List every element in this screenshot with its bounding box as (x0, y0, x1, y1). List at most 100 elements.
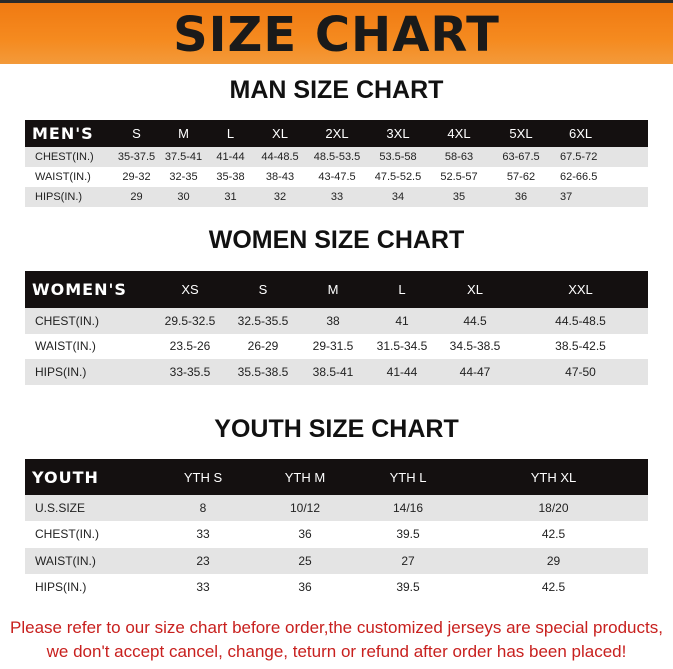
size-column-header: S (227, 271, 299, 308)
table-row: CHEST(IN.) 29.5-32.5 32.5-35.5 38 41 44.5 44.5… (25, 308, 648, 334)
measurement-cell: 36 (490, 187, 552, 207)
measurement-cell: 29-32 (122, 171, 151, 183)
measurement-cell: 23 (153, 547, 253, 574)
table-row: WAIST(IN.) 23 25 27 29 (25, 547, 648, 574)
measurement-cell: 32.5-35.5 (227, 308, 299, 334)
youth-header-row: YOUTH YTH S YTH M YTH L YTH XL (25, 459, 648, 495)
row-label: CHEST(IN.) (25, 308, 153, 334)
size-column-header: YTH XL (459, 459, 648, 495)
measurement-cell: 42.5 (541, 580, 566, 595)
size-column-header: 2XL (306, 120, 368, 147)
table-row: U.S.SIZE 8 10/12 14/16 18/20 (25, 495, 648, 522)
size-column-header: L (207, 120, 254, 147)
measurement-cell: 38 (299, 308, 367, 334)
measurement-cell: 47-50 (513, 359, 648, 385)
measurement-cell: 48.5-53.5 (306, 147, 368, 167)
men-section-title: MAN SIZE CHART (229, 76, 444, 104)
youth-table-label: YOUTH (25, 459, 153, 495)
size-column-header: M (160, 120, 207, 147)
measurement-cell: 33-35.5 (153, 359, 227, 385)
table-row: HIPS(IN.) 29 30 31 32 33 34 35 36 37 (25, 187, 648, 207)
measurement-cell: 30 (160, 187, 207, 207)
size-column-header: XL (254, 120, 306, 147)
measurement-cell: 34 (368, 187, 428, 207)
measurement-cell: 52.5-57 (440, 171, 478, 183)
measurement-cell: 41-44 (207, 147, 254, 167)
measurement-cell: 34.5-38.5 (449, 339, 501, 354)
measurement-cell: 37 (552, 187, 648, 207)
measurement-cell: 44.5 (437, 308, 513, 334)
measurement-cell: 33 (306, 187, 368, 207)
size-column-header: 4XL (428, 120, 490, 147)
size-column-header: 6XL (552, 120, 648, 147)
measurement-cell: 29 (459, 547, 648, 574)
banner-title: SIZE CHART (173, 7, 500, 63)
measurement-cell: 38-43 (265, 171, 295, 183)
size-column-header: 5XL (490, 120, 552, 147)
measurement-cell: 57-62 (506, 171, 536, 183)
measurement-cell: 43-47.5 (318, 171, 356, 183)
row-label: HIPS(IN.) (25, 359, 153, 385)
measurement-cell: 44-47 (437, 359, 513, 385)
measurement-cell: 29 (113, 187, 160, 207)
table-row: HIPS(IN.) 33-35.5 35.5-38.5 38.5-41 41-44 44-… (25, 359, 648, 385)
size-column-header: YTH S (153, 459, 253, 495)
measurement-cell: 35-37.5 (113, 147, 160, 167)
row-label: WAIST(IN.) (25, 547, 153, 574)
row-label: U.S.SIZE (25, 495, 153, 522)
measurement-cell: 38.5-42.5 (555, 339, 606, 354)
measurement-cell: 35 (428, 187, 490, 207)
row-label: WAIST(IN.) (35, 171, 91, 183)
notice-line-1: Please refer to our size chart before or… (10, 618, 663, 637)
size-column-header: XXL (513, 271, 648, 308)
measurement-cell: 44-48.5 (254, 147, 306, 167)
measurement-cell: 14/16 (357, 495, 459, 522)
measurement-cell: 33 (196, 580, 210, 595)
measurement-cell: 29.5-32.5 (153, 308, 227, 334)
table-row: WAIST(IN.) 23.5-26 26-29 29-31.5 31.5-34.5 34… (25, 334, 648, 360)
measurement-cell: 36 (298, 580, 312, 595)
measurement-cell: 33 (196, 527, 210, 542)
measurement-cell: 62-66.5 (560, 171, 598, 183)
measurement-cell: 63-67.5 (490, 147, 552, 167)
men-table-label: MEN'S (25, 120, 113, 147)
measurement-cell: 58-63 (428, 147, 490, 167)
measurement-cell: 53.5-58 (368, 147, 428, 167)
measurement-cell: 42.5 (541, 527, 566, 542)
measurement-cell: 27 (357, 547, 459, 574)
measurement-cell: 8 (153, 495, 253, 522)
measurement-cell: 47.5-52.5 (374, 171, 422, 183)
measurement-cell: 10/12 (253, 495, 357, 522)
measurement-cell: 31 (207, 187, 254, 207)
table-row: CHEST(IN.) 35-37.5 37.5-41 41-44 44-48.5 48.5… (25, 147, 648, 167)
row-label: WAIST(IN.) (35, 339, 96, 354)
measurement-cell: 29-31.5 (312, 339, 354, 354)
measurement-cell: 26-29 (247, 339, 279, 354)
size-column-header: YTH M (253, 459, 357, 495)
measurement-cell: 35.5-38.5 (227, 359, 299, 385)
measurement-cell: 23.5-26 (169, 339, 211, 354)
measurement-cell: 44.5-48.5 (513, 308, 648, 334)
measurement-cell: 35-38 (216, 171, 245, 183)
size-column-header: 3XL (368, 120, 428, 147)
measurement-cell: 32 (254, 187, 306, 207)
women-size-table: WOMEN'S XS S M L XL XXL CHEST(IN.) 29.5-32.5 32.5… (25, 271, 648, 385)
row-label: HIPS(IN.) (25, 187, 113, 207)
measurement-cell: 67.5-72 (552, 147, 648, 167)
table-row: CHEST(IN.) 33 36 39.5 42.5 (25, 521, 648, 547)
row-label: HIPS(IN.) (35, 580, 87, 595)
measurement-cell: 36 (298, 527, 312, 542)
notice-line-2: we don't accept cancel, change, teturn o… (46, 642, 627, 661)
men-size-table: MEN'S S M L XL 2XL 3XL 4XL 5XL 6XL CHEST(IN.) 35-37… (25, 120, 648, 207)
row-label: CHEST(IN.) (25, 147, 113, 167)
youth-size-table: YOUTH YTH S YTH M YTH L YTH XL U.S.SIZE 8 10/12… (25, 459, 648, 600)
measurement-cell: 39.5 (396, 580, 420, 595)
size-column-header: YTH L (357, 459, 459, 495)
size-column-header: S (113, 120, 160, 147)
size-column-header: M (299, 271, 367, 308)
table-row: HIPS(IN.) 33 36 39.5 42.5 (25, 574, 648, 600)
measurement-cell: 38.5-41 (299, 359, 367, 385)
youth-section-title: YOUTH SIZE CHART (214, 415, 459, 443)
measurement-cell: 31.5-34.5 (376, 339, 428, 354)
size-column-header: L (367, 271, 437, 308)
